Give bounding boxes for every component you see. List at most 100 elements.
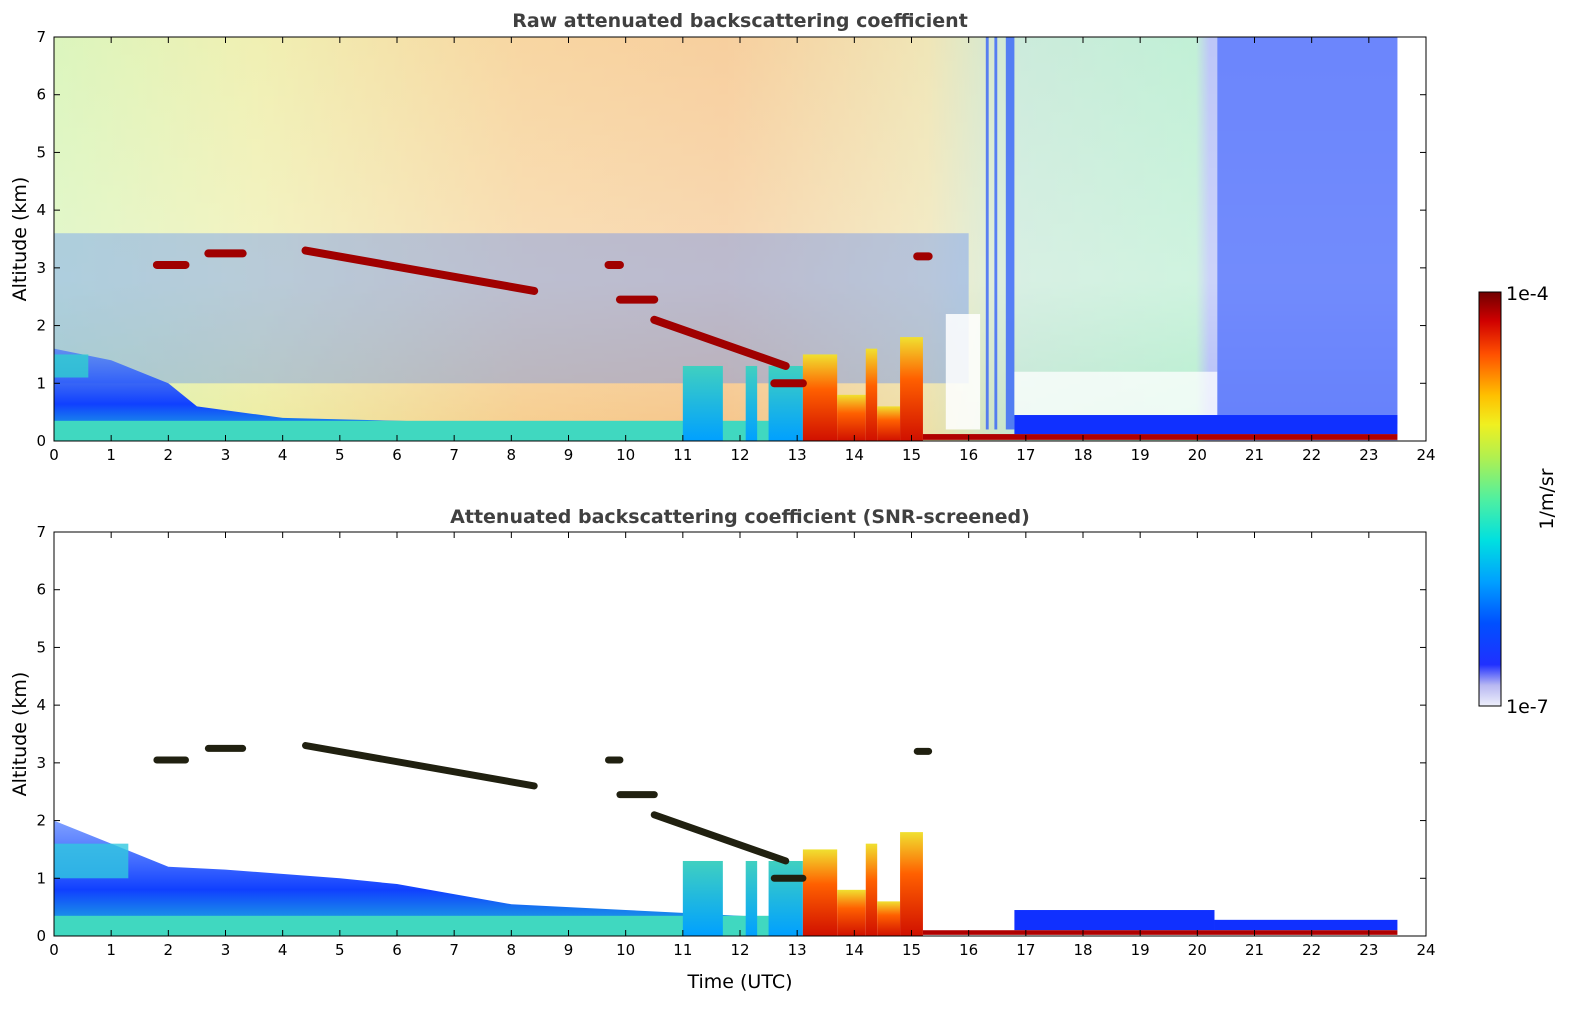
- convective-plume: [877, 901, 901, 936]
- convective-plume: [837, 394, 866, 441]
- xtick-label: 16: [959, 446, 978, 464]
- xtick-label: 21: [1245, 446, 1264, 464]
- xtick-label: 5: [335, 446, 345, 464]
- snr-screened-panel: Attenuated backscattering coefficient (S…: [9, 506, 1436, 993]
- ytick-label: 7: [36, 28, 46, 46]
- convective-plume: [802, 354, 838, 441]
- xtick-label: 2: [164, 941, 174, 959]
- panel1-ylabel: Altitude (km): [9, 177, 31, 302]
- panel1-heatmap: [54, 37, 1398, 441]
- xtick-label: 14: [845, 446, 864, 464]
- ytick-label: 5: [36, 143, 46, 161]
- colorbar-unit-label: 1/m/sr: [1536, 468, 1558, 529]
- cloud-layer: [650, 315, 790, 370]
- surface-return: [922, 434, 1398, 440]
- xtick-label: 17: [1016, 941, 1035, 959]
- colorbar-min-label: 1e-7: [1506, 696, 1549, 718]
- xtick-label: 17: [1016, 446, 1035, 464]
- xtick-label: 3: [221, 941, 231, 959]
- precip-column: [768, 365, 803, 441]
- xtick-label: 4: [278, 446, 288, 464]
- ytick-label: 0: [36, 927, 46, 945]
- xtick-label: 18: [1073, 941, 1092, 959]
- xtick-label: 10: [616, 446, 635, 464]
- xtick-label: 9: [564, 446, 574, 464]
- xtick-label: 4: [278, 941, 288, 959]
- ytick-label: 4: [36, 201, 46, 219]
- xtick-label: 12: [730, 446, 749, 464]
- ytick-label: 2: [36, 317, 46, 335]
- blue-noise-block: [1217, 37, 1398, 424]
- ytick-label: 4: [36, 696, 46, 714]
- boundary-layer: [54, 348, 798, 441]
- convective-plume: [900, 832, 923, 936]
- precip-column: [682, 860, 723, 936]
- ytick-label: 1: [36, 374, 46, 392]
- xtick-label: 8: [507, 446, 517, 464]
- panel2-heatmap: [54, 742, 1398, 936]
- xtick-label: 1: [106, 941, 116, 959]
- xtick-label: 0: [49, 941, 59, 959]
- xtick-label: 11: [673, 446, 692, 464]
- ytick-label: 7: [36, 523, 46, 541]
- xtick-label: 20: [1188, 941, 1207, 959]
- convective-plume: [865, 348, 878, 441]
- colorbar: 1e-4 1e-7 1/m/sr: [1478, 283, 1558, 718]
- xtick-label: 6: [392, 446, 402, 464]
- precip-column: [745, 365, 758, 441]
- panel1-title: Raw attenuated backscattering coefficien…: [512, 10, 968, 32]
- surface-layer: [54, 915, 798, 936]
- xtick-label: 5: [335, 941, 345, 959]
- xtick-label: 21: [1245, 941, 1264, 959]
- ytick-label: 3: [36, 754, 46, 772]
- ytick-label: 3: [36, 259, 46, 277]
- colorbar-max-label: 1e-4: [1506, 283, 1549, 305]
- surface-layer: [54, 420, 798, 441]
- xtick-label: 6: [392, 941, 402, 959]
- ytick-label: 6: [36, 581, 46, 599]
- boundary-layer: [54, 820, 798, 936]
- xtick-label: 0: [49, 446, 59, 464]
- ytick-label: 6: [36, 86, 46, 104]
- xtick-label: 22: [1302, 446, 1321, 464]
- xtick-label: 15: [902, 941, 921, 959]
- ytick-label: 5: [36, 638, 46, 656]
- xtick-label: 23: [1359, 446, 1378, 464]
- cloud-layer: [301, 246, 539, 295]
- ytick-label: 1: [36, 869, 46, 887]
- xtick-label: 3: [221, 446, 231, 464]
- xtick-label: 18: [1073, 446, 1092, 464]
- convective-plume: [802, 849, 838, 936]
- xtick-label: 24: [1416, 446, 1435, 464]
- xtick-label: 1: [106, 446, 116, 464]
- low-aerosol-layer: [1014, 415, 1398, 435]
- residual-layer: [54, 354, 89, 378]
- colorbar-gradient: [1478, 291, 1502, 707]
- panel1-ticks: 0 1 2 3 4 5 6 7 8 9 10 11 12 13 14 15 16 17 18 19 20 21 22 23 24…: [36, 28, 1435, 464]
- noise-stripe: [994, 37, 998, 430]
- panel2-ticks: 0 1 2 3 4 5 6 7 8 9 10 11 12 13 14 15 16 17 18 19 20 21 22 23 24…: [36, 523, 1435, 959]
- xtick-label: 16: [959, 941, 978, 959]
- ytick-label: 0: [36, 432, 46, 450]
- convective-plume: [865, 843, 878, 936]
- convective-plume: [877, 406, 901, 441]
- xtick-label: 13: [788, 446, 807, 464]
- convective-plume: [900, 337, 923, 441]
- raw-backscatter-panel: Raw attenuated backscattering coefficien…: [9, 10, 1436, 464]
- xtick-label: 2: [164, 446, 174, 464]
- xtick-label: 22: [1302, 941, 1321, 959]
- surface-return: [922, 930, 1398, 935]
- precip-column: [745, 860, 758, 936]
- panel2-title: Attenuated backscattering coefficient (S…: [450, 506, 1030, 528]
- xtick-label: 12: [730, 941, 749, 959]
- xtick-label: 7: [449, 446, 459, 464]
- panel2-ylabel: Altitude (km): [9, 672, 31, 797]
- xtick-label: 11: [673, 941, 692, 959]
- residual-layer: [54, 843, 129, 879]
- xtick-label: 19: [1131, 941, 1150, 959]
- xtick-label: 24: [1416, 941, 1435, 959]
- xtick-label: 8: [507, 941, 517, 959]
- xtick-label: 20: [1188, 446, 1207, 464]
- noise-stripe: [985, 37, 989, 430]
